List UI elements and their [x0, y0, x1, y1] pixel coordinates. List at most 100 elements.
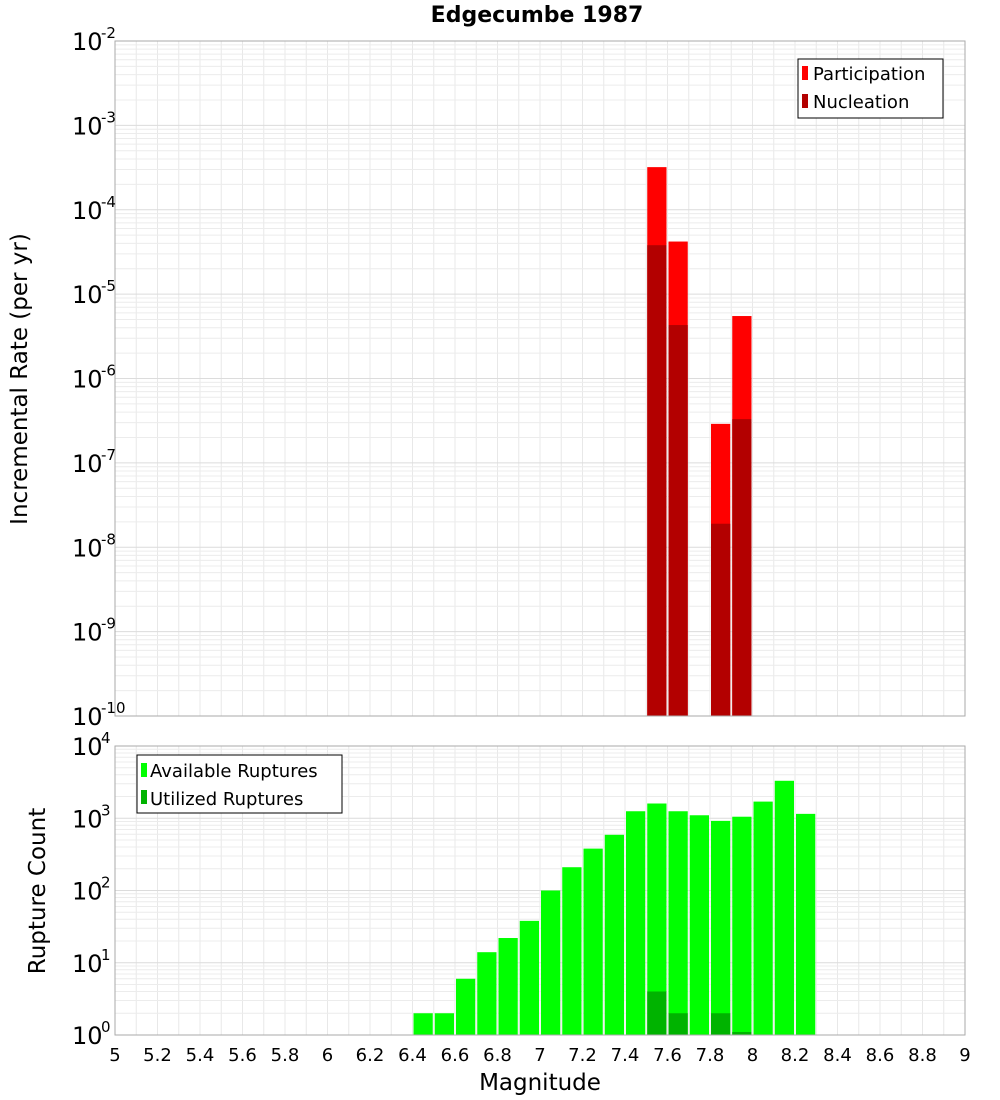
x-tick-label: 5.8 [271, 1045, 300, 1066]
bottom-y-tick-exponent: 4 [101, 729, 111, 747]
x-tick-label: 6.2 [356, 1045, 385, 1066]
top-y-tick-exponent: -4 [101, 193, 116, 211]
bottom-bar-series-0 [796, 813, 816, 1035]
top-y-tick-label: 10 [72, 534, 103, 562]
top-y-tick-exponent: -5 [101, 277, 116, 295]
top-bar-series-1 [647, 245, 667, 717]
bottom-bar-series-0 [434, 1013, 454, 1035]
top-y-tick-label: 10 [72, 703, 103, 731]
x-tick-label: 7 [534, 1045, 545, 1066]
top-y-tick-exponent: -6 [101, 362, 116, 380]
legend-label-utilized: Utilized Ruptures [150, 789, 303, 810]
bottom-y-tick-label: 10 [72, 805, 103, 833]
x-tick-label: 8.2 [781, 1045, 810, 1066]
bottom-bar-series-0 [647, 803, 667, 1035]
bottom-bar-series-0 [541, 890, 561, 1035]
x-tick-label: 6 [322, 1045, 333, 1066]
x-tick-label: 6.6 [441, 1045, 470, 1066]
top-legend: Participation Nucleation [797, 58, 944, 119]
x-tick-label: 7.4 [611, 1045, 640, 1066]
top-y-tick-exponent: -9 [101, 615, 116, 633]
bottom-bars [413, 780, 816, 1035]
bottom-bar-series-0 [711, 820, 731, 1035]
top-y-tick-label: 10 [72, 112, 103, 140]
bottom-y-tick-exponent: 3 [101, 801, 111, 819]
top-bars [647, 167, 752, 717]
top-y-tick-label: 10 [72, 450, 103, 478]
bottom-bar-series-0 [732, 816, 752, 1035]
bottom-bar-series-0 [498, 938, 518, 1035]
top-bar-series-1 [732, 419, 752, 716]
top-y-tick-label: 10 [72, 281, 103, 309]
x-tick-label: 5.6 [228, 1045, 257, 1066]
top-y-tick-exponent: -10 [101, 699, 126, 717]
bottom-y-tick-exponent: 1 [101, 946, 111, 964]
bottom-bar-series-0 [774, 780, 794, 1035]
top-y-tick-label: 10 [72, 619, 103, 647]
bottom-y-tick-label: 10 [72, 1022, 103, 1050]
bottom-bar-series-0 [626, 811, 646, 1035]
legend-swatch-nucleation [802, 94, 808, 108]
legend-swatch-available [141, 763, 147, 777]
top-y-tick-exponent: -7 [101, 446, 116, 464]
top-y-tick-exponent: -2 [101, 24, 116, 42]
x-ticks: 5 5.2 5.4 5.6 5.8 6 6.2 6.4 6.6 6.8 7 7.2 7.4 7.6 7.8 8… [109, 1045, 970, 1066]
bottom-bar-series-1 [647, 991, 667, 1035]
bottom-bar-series-1 [668, 1013, 688, 1035]
bottom-bar-series-0 [583, 848, 603, 1035]
x-tick-label: 5.2 [143, 1045, 172, 1066]
top-bar-series-1 [668, 325, 688, 716]
top-y-tick-label: 10 [72, 366, 103, 394]
bottom-y-tick-label: 10 [72, 878, 103, 906]
bottom-bar-series-0 [689, 815, 709, 1035]
legend-label-nucleation: Nucleation [813, 92, 909, 113]
top-legend-box [797, 58, 944, 119]
bottom-bar-series-1 [732, 1032, 752, 1035]
bottom-y-tick-label: 10 [72, 733, 103, 761]
bottom-plot-frame [114, 745, 966, 1036]
bottom-legend: Available Ruptures Utilized Ruptures [136, 754, 343, 814]
x-tick-label: 7.2 [568, 1045, 597, 1066]
bottom-bar-series-0 [562, 867, 582, 1035]
top-bar-series-1 [711, 523, 731, 716]
x-tick-label: 8 [747, 1045, 758, 1066]
legend-swatch-participation [802, 66, 808, 80]
x-axis-label: Magnitude [479, 1070, 601, 1096]
bottom-legend-box [136, 754, 343, 814]
bottom-bar-series-0 [604, 834, 624, 1035]
top-grid [114, 41, 966, 717]
bottom-bar-series-0 [753, 801, 773, 1035]
bottom-y-tick-label: 10 [72, 950, 103, 978]
legend-label-available: Available Ruptures [150, 761, 318, 782]
legend-label-participation: Participation [813, 64, 925, 85]
top-y-tick-label: 10 [72, 28, 103, 56]
x-tick-label: 8.4 [823, 1045, 852, 1066]
top-y-tick-exponent: -3 [101, 108, 116, 126]
x-tick-label: 7.8 [696, 1045, 725, 1066]
top-plot-frame [114, 40, 966, 717]
x-tick-label: 9 [959, 1045, 970, 1066]
top-y-tick-label: 10 [72, 197, 103, 225]
bottom-bar-series-1 [711, 1013, 731, 1035]
bottom-y-axis-label: Rupture Count [25, 808, 51, 974]
x-tick-label: 8.8 [908, 1045, 937, 1066]
bottom-y-tick-exponent: 0 [101, 1018, 111, 1036]
bottom-y-tick-exponent: 2 [101, 874, 111, 892]
x-tick-label: 5.4 [186, 1045, 215, 1066]
bottom-bar-series-0 [456, 978, 476, 1035]
bottom-bar-series-0 [668, 811, 688, 1035]
chart-title: Edgecumbe 1987 [431, 3, 644, 28]
bottom-bar-series-0 [413, 1013, 433, 1035]
legend-swatch-utilized [141, 790, 147, 804]
top-y-tick-exponent: -8 [101, 530, 116, 548]
x-tick-label: 6.8 [483, 1045, 512, 1066]
top-y-axis-label: Incremental Rate (per yr) [7, 233, 33, 525]
bottom-bar-series-0 [519, 920, 539, 1035]
x-tick-label: 7.6 [653, 1045, 682, 1066]
x-tick-label: 6.4 [398, 1045, 427, 1066]
